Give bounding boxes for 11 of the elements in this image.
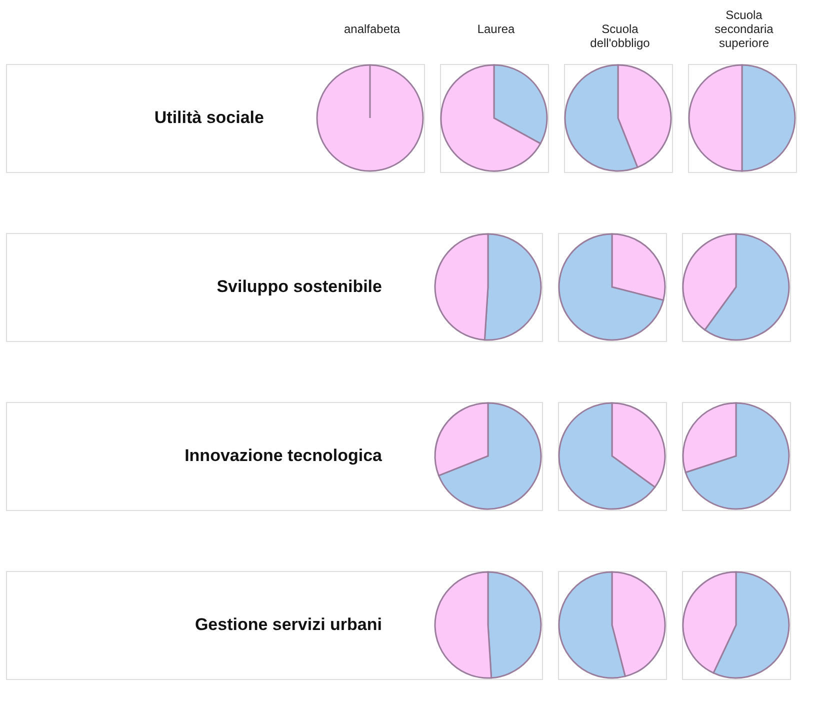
pie-slice: [684, 402, 790, 510]
chart-title: Scuola dell'obbligo: [590, 22, 650, 50]
text: Innovazione tecnologica: [184, 446, 383, 465]
pie-slice: [438, 402, 542, 510]
text: Utilità sociale: [154, 108, 264, 127]
chart-title: analfabeta: [344, 22, 400, 36]
text: Sviluppo sostenibile: [216, 277, 382, 296]
chart-title: Scuola secondaria superiore: [714, 8, 774, 50]
chart-title: Laurea: [477, 22, 516, 36]
text: Gestione servizi urbani: [194, 615, 382, 634]
pie-slice: [558, 233, 664, 341]
